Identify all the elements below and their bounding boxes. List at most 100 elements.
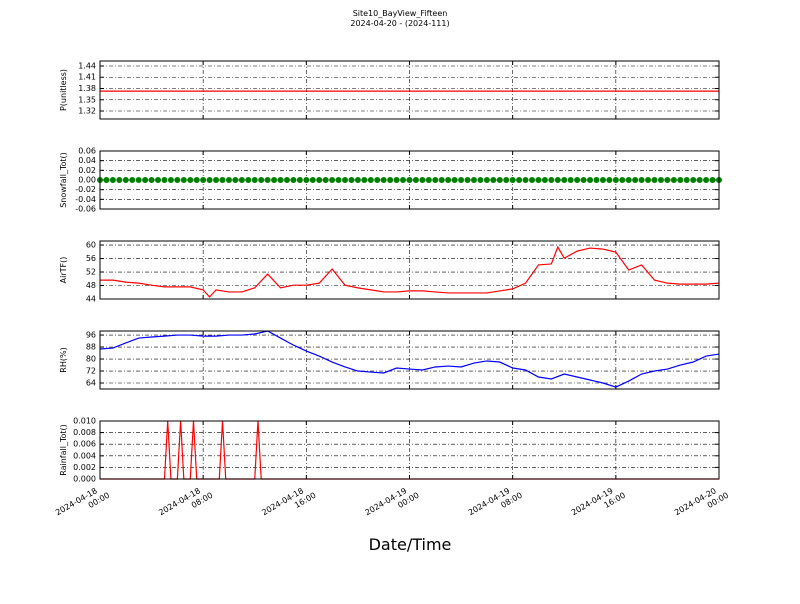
data-point [638,177,645,183]
x-tick-label: 2024-04-19 00:00 [364,482,421,526]
data-point [174,177,181,183]
data-point [187,177,194,183]
y-tick-label: 96 [86,331,96,340]
data-point [470,177,477,183]
data-point [135,177,142,183]
y-tick-label: 48 [86,281,96,290]
data-point [400,177,407,183]
data-point [503,177,510,183]
data-point [593,177,600,183]
y-tick-label: 1.41 [78,73,96,82]
y-axis-label: P(unitless) [59,69,68,111]
data-point [703,177,710,183]
data-point [522,177,529,183]
data-point [232,177,239,183]
data-point [109,177,116,183]
data-point [251,177,258,183]
data-point [632,177,639,183]
data-point [561,177,568,183]
data-point [580,177,587,183]
subtitle: 2024-04-20 - (2024-111) [350,19,449,28]
data-point [567,177,574,183]
y-tick-label: 56 [86,254,96,263]
data-point [354,177,361,183]
data-point [690,177,697,183]
data-point [361,177,368,183]
data-point [445,177,452,183]
y-tick-label: 0.00 [78,176,96,185]
data-point [438,177,445,183]
plot-frame [99,150,720,210]
y-tick-label: 0.004 [73,451,96,460]
data-point [213,177,220,183]
data-point [554,177,561,183]
data-point [116,177,123,183]
data-point [271,177,278,183]
plot-frame [99,420,720,480]
data-point [451,177,458,183]
data-point [529,177,536,183]
data-point [225,177,232,183]
y-tick-label: 0.010 [73,417,96,426]
y-tick-label: -0.06 [75,205,96,214]
y-tick-label: 0.000 [73,475,96,484]
y-tick-label: 1.44 [78,61,96,70]
y-tick-label: 44 [86,295,96,304]
y-tick-label: 0.006 [73,440,96,449]
data-point [412,177,419,183]
data-point [496,177,503,183]
data-point [696,177,703,183]
data-point [258,177,265,183]
data-point [677,177,684,183]
data-point [406,177,413,183]
data-point [296,177,303,183]
y-tick-label: -0.04 [75,195,96,204]
data-point [277,177,284,183]
y-tick-label: 60 [86,241,96,250]
plot-frame [99,240,720,300]
data-point [612,177,619,183]
y-tick-label: 0.06 [78,147,96,156]
data-point [367,177,374,183]
plot-frame [99,60,720,120]
data-point [238,177,245,183]
data-point [380,177,387,183]
data-point [316,177,323,183]
data-point [509,177,516,183]
data-point [651,177,658,183]
data-point [245,177,252,183]
data-point [574,177,581,183]
data-point [464,177,471,183]
plot-frame [99,330,720,390]
title: Site10_BayView_Fifteen [353,9,448,18]
data-point [374,177,381,183]
x-tick-label: 2024-04-19 08:00 [467,482,524,526]
data-point [161,177,168,183]
data-point [219,177,226,183]
data-point [142,177,149,183]
y-tick-label: 80 [86,355,96,364]
y-tick-label: 0.002 [73,463,96,472]
data-point [606,177,613,183]
data-point [535,177,542,183]
data-point [283,177,290,183]
y-tick-label: 64 [86,379,96,388]
data-point [490,177,497,183]
data-point [129,177,136,183]
x-tick-label: 2024-04-18 08:00 [157,482,214,526]
y-tick-label: 88 [86,343,96,352]
y-tick-label: 1.35 [78,95,96,104]
y-axis-label: Snowfall_Tot() [59,152,68,208]
data-point [103,177,110,183]
x-tick-label: 2024-04-20 00:00 [673,482,730,526]
y-axis-label: Rainfall_Tot() [59,424,68,476]
data-line [100,245,720,298]
data-point [683,177,690,183]
data-point [264,177,271,183]
data-point [709,177,716,183]
data-point [329,177,336,183]
data-point [148,177,155,183]
data-point [206,177,213,183]
data-point [619,177,626,183]
